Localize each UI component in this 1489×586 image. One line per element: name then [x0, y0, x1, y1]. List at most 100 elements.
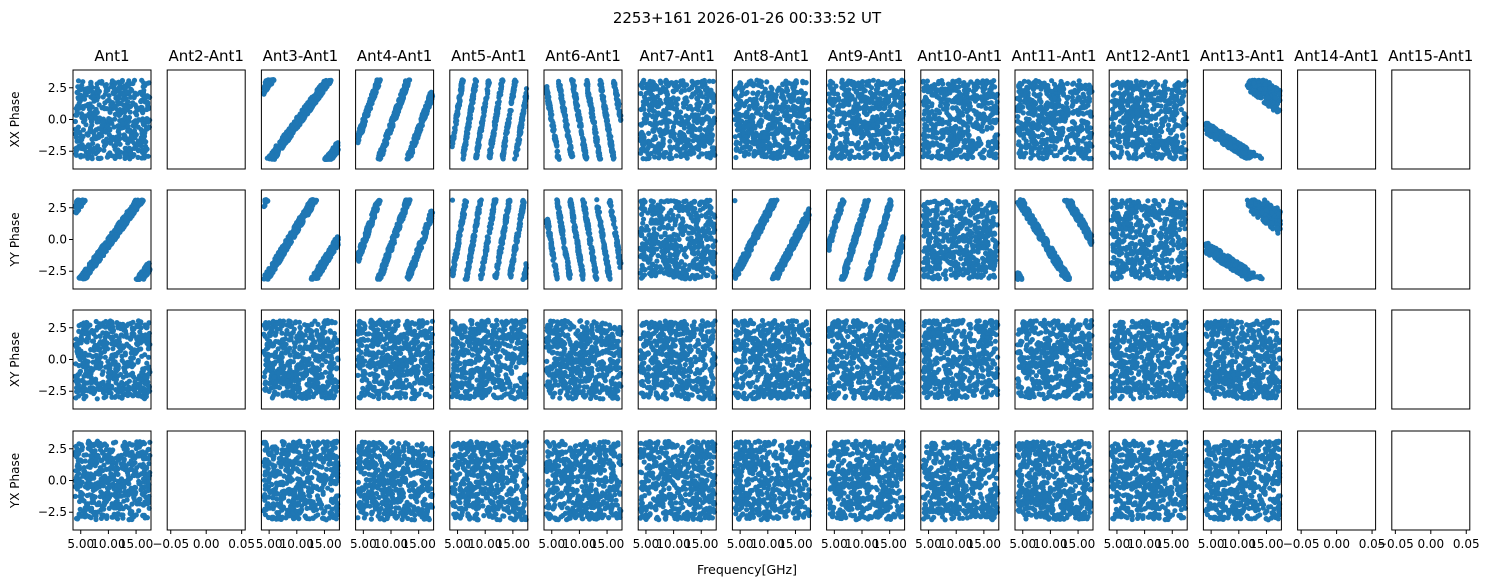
data-point	[759, 142, 765, 148]
data-point	[76, 129, 82, 135]
data-point	[773, 94, 779, 100]
data-point	[662, 108, 668, 114]
data-point	[924, 83, 931, 89]
data-point	[114, 111, 120, 117]
data-point	[422, 106, 428, 112]
data-point	[936, 78, 942, 85]
data-point	[80, 127, 86, 133]
data-point	[877, 96, 883, 102]
data-point	[607, 133, 614, 139]
data-point	[657, 78, 663, 84]
data-point	[392, 108, 399, 114]
data-point	[325, 156, 331, 162]
data-point	[681, 152, 688, 158]
data-point	[887, 117, 893, 123]
data-point	[930, 122, 936, 128]
data-point	[614, 96, 620, 102]
data-point	[661, 152, 667, 158]
data-point	[655, 110, 662, 116]
data-point	[870, 137, 876, 143]
data-point	[111, 103, 117, 109]
column-title: Ant3-Ant1	[263, 47, 338, 65]
data-point	[75, 78, 82, 84]
data-point	[763, 104, 769, 110]
subplot-panel: Ant2-Ant1	[166, 47, 246, 170]
data-point	[972, 141, 979, 147]
data-point	[76, 96, 82, 102]
data-point	[99, 122, 105, 129]
data-point	[88, 118, 94, 124]
data-point	[686, 104, 692, 110]
data-point	[1070, 110, 1076, 116]
data-point	[597, 156, 603, 162]
data-point	[863, 102, 869, 108]
data-point	[116, 127, 122, 133]
data-point	[640, 105, 646, 111]
data-point	[140, 121, 147, 128]
data-point	[691, 114, 697, 120]
data-point	[523, 86, 530, 92]
data-point	[112, 146, 118, 152]
data-point	[561, 108, 568, 114]
data-point	[72, 118, 78, 125]
data-point	[506, 116, 512, 122]
data-point	[709, 94, 715, 101]
data-point	[135, 147, 141, 153]
data-point	[592, 126, 598, 132]
data-point	[96, 134, 102, 140]
data-point	[888, 92, 895, 98]
data-point	[880, 81, 886, 87]
data-point	[944, 110, 950, 116]
data-point	[390, 123, 396, 130]
data-point	[859, 83, 865, 89]
data-point	[454, 118, 460, 124]
data-point	[743, 91, 749, 97]
data-point	[899, 139, 905, 145]
data-point	[138, 98, 144, 105]
data-point	[876, 144, 882, 151]
data-point	[548, 108, 554, 114]
data-point	[145, 125, 151, 131]
data-point	[899, 134, 905, 140]
data-point	[402, 82, 408, 88]
data-point	[90, 140, 96, 146]
data-point	[870, 77, 877, 83]
data-point	[773, 103, 779, 109]
data-point	[894, 126, 900, 132]
data-point	[1064, 100, 1070, 106]
data-point	[732, 117, 738, 123]
data-point	[320, 89, 326, 95]
data-point	[134, 112, 140, 118]
data-point	[862, 119, 868, 125]
data-point	[1057, 149, 1063, 155]
x-axis-label: Frequency[GHz]	[697, 562, 797, 577]
data-point	[664, 78, 670, 84]
data-point	[785, 128, 791, 134]
data-point	[856, 146, 862, 152]
data-point	[571, 86, 577, 92]
data-point	[460, 156, 466, 162]
data-point	[964, 98, 970, 104]
axes-frame	[166, 69, 246, 170]
data-point	[870, 100, 876, 106]
data-point	[118, 149, 124, 155]
data-point	[677, 133, 683, 139]
data-point	[709, 137, 715, 143]
data-point	[651, 128, 657, 134]
data-point	[947, 90, 953, 96]
data-point	[460, 150, 466, 156]
data-point	[110, 90, 116, 96]
data-point	[768, 95, 774, 101]
data-point	[81, 113, 87, 119]
data-point	[844, 131, 851, 138]
y-tick-label: 2.5	[48, 81, 67, 95]
data-point	[97, 155, 103, 162]
data-point	[956, 84, 962, 90]
data-point	[957, 91, 963, 97]
data-point	[829, 80, 835, 86]
data-point	[869, 85, 875, 91]
data-point	[670, 124, 677, 130]
data-point	[827, 96, 833, 102]
data-point	[90, 149, 96, 155]
